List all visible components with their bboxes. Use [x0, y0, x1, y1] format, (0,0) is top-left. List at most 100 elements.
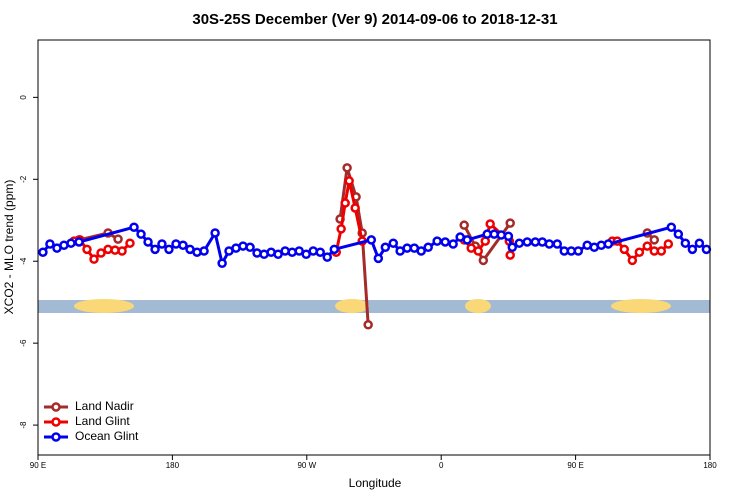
data-point — [113, 234, 123, 244]
data-point — [503, 231, 514, 241]
data-point — [656, 246, 667, 256]
data-point — [143, 237, 153, 247]
data-point — [373, 253, 384, 264]
legend-label: Land Glint — [75, 414, 130, 428]
data-point — [136, 229, 146, 239]
data-point — [380, 242, 391, 253]
legend-marker — [51, 417, 61, 427]
legend-label: Ocean Glint — [75, 429, 139, 443]
legend-marker — [51, 432, 61, 442]
data-point — [496, 230, 506, 240]
x-tick-label: 0 — [439, 461, 444, 470]
data-point — [178, 240, 188, 250]
data-point — [350, 203, 360, 213]
legend-marker — [51, 402, 61, 412]
data-point — [473, 246, 483, 256]
data-point — [663, 239, 674, 249]
data-point — [74, 237, 84, 247]
data-point — [150, 244, 160, 255]
y-tick-label: -6 — [19, 339, 28, 347]
data-point — [694, 238, 705, 248]
data-point — [666, 222, 677, 232]
y-axis-label: XCO2 - MLO trend (ppm) — [2, 180, 16, 315]
data-point — [522, 237, 532, 247]
x-tick-label: 180 — [166, 461, 180, 470]
data-point — [416, 246, 426, 256]
data-point — [344, 176, 354, 186]
y-tick-label: 0 — [19, 95, 28, 100]
y-tick-label: -4 — [19, 257, 28, 265]
x-tick-label: 90 E — [567, 461, 583, 470]
data-point — [680, 238, 691, 248]
data-point — [329, 244, 340, 255]
data-point — [701, 244, 712, 255]
data-point — [432, 236, 442, 246]
data-point — [505, 218, 515, 228]
data-point — [388, 238, 399, 248]
data-point — [423, 242, 433, 253]
plot-frame — [37, 39, 711, 456]
data-point — [634, 247, 645, 257]
data-point — [301, 249, 311, 260]
data-point — [117, 246, 127, 256]
data-point — [342, 163, 352, 173]
data-point — [485, 219, 495, 229]
data-point — [125, 238, 135, 248]
data-point — [89, 254, 99, 264]
data-point — [478, 255, 489, 266]
legend-label: Land Nadir — [75, 399, 134, 413]
data-point — [642, 241, 653, 251]
data-point — [217, 258, 227, 269]
chart-title: 30S-25S December (Ver 9) 2014-09-06 to 2… — [192, 11, 557, 28]
land-band — [611, 299, 671, 313]
data-point — [129, 222, 139, 232]
x-tick-label: 90 E — [30, 461, 46, 470]
data-point — [157, 239, 167, 249]
data-point — [340, 198, 350, 208]
data-point — [336, 224, 346, 234]
x-axis-label: Longitude — [349, 476, 402, 490]
ocean-band — [38, 300, 710, 313]
land-band — [465, 299, 491, 313]
data-point — [199, 246, 209, 256]
data-point — [440, 237, 450, 247]
data-point — [273, 249, 283, 260]
x-tick-label: 180 — [703, 461, 717, 470]
data-point — [552, 239, 562, 249]
data-point — [164, 244, 174, 255]
land-ocean-band — [38, 299, 710, 313]
data-point — [619, 244, 630, 255]
data-point — [505, 250, 515, 260]
y-tick-label: -2 — [19, 175, 28, 183]
data-point — [245, 242, 255, 253]
data-point — [294, 246, 304, 256]
data-point — [627, 255, 638, 266]
y-tick-label: -8 — [19, 421, 28, 429]
data-point — [448, 239, 458, 249]
data-point — [687, 244, 698, 255]
data-point — [603, 239, 614, 249]
data-point — [315, 247, 325, 257]
data-point — [544, 239, 555, 249]
data-point — [573, 246, 584, 256]
data-point — [649, 235, 660, 245]
data-point — [459, 220, 469, 230]
data-point — [366, 235, 377, 245]
data-point — [38, 247, 48, 257]
data-point — [462, 235, 472, 245]
data-point — [322, 252, 333, 262]
data-point — [673, 229, 684, 239]
x-tick-label: 90 W — [297, 461, 316, 470]
data-point — [96, 248, 106, 258]
data-point — [82, 244, 92, 255]
data-point — [363, 319, 373, 330]
data-point — [66, 238, 76, 248]
data-point — [45, 239, 55, 249]
data-point — [507, 242, 518, 253]
plot-area — [38, 163, 712, 330]
data-point — [210, 228, 220, 238]
land-band — [335, 299, 369, 313]
data-point — [514, 238, 525, 248]
land-band — [74, 299, 134, 313]
